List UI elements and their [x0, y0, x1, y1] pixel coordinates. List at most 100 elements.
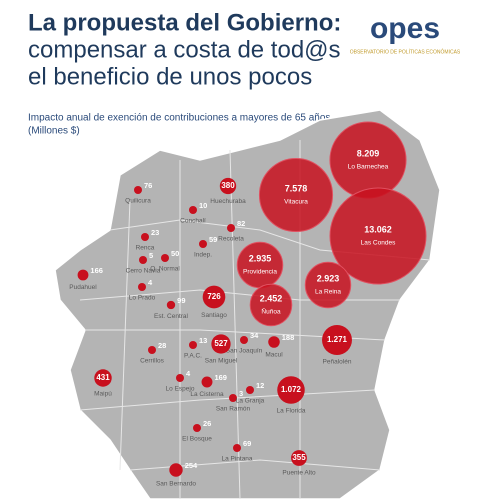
- value-label: 76: [144, 181, 152, 190]
- comuna-name: Puente Alto: [282, 470, 316, 477]
- comuna-name: Recoleta: [218, 236, 244, 243]
- bubble: [141, 233, 149, 241]
- comuna-name: San Ramón: [216, 406, 251, 413]
- value-label: 431: [96, 373, 110, 382]
- value-label: 380: [221, 181, 235, 190]
- comuna-name: La Pintana: [221, 456, 252, 463]
- comuna-name: Cerro Navia: [126, 268, 161, 275]
- value-label: 1.271: [327, 335, 348, 344]
- bubble: [240, 336, 248, 344]
- value-label: 254: [185, 461, 198, 470]
- bubble: [77, 269, 89, 281]
- value-label: 2.923: [317, 273, 340, 283]
- comuna-name: Quilicura: [125, 198, 151, 205]
- comuna-name: Renca: [136, 245, 155, 252]
- bubble: [322, 325, 352, 355]
- value-label: 50: [171, 249, 179, 258]
- bubble: [193, 424, 201, 432]
- comuna-name: San Joaquín: [226, 348, 263, 355]
- bubble: [202, 285, 226, 309]
- subtitle: (Millones $): [28, 126, 80, 137]
- value-label: 99: [177, 296, 185, 305]
- logo: opes: [370, 12, 440, 45]
- bubble: [329, 187, 427, 285]
- title-line: el beneficio de unos pocos: [28, 63, 312, 90]
- bubble: [329, 121, 407, 199]
- comuna-name: Pudahuel: [69, 284, 97, 291]
- value-label: 2.935: [249, 253, 272, 263]
- bubble: [134, 186, 142, 194]
- comuna-name: Indep.: [194, 252, 212, 259]
- comuna-name: San Miguel: [205, 357, 238, 364]
- value-label: 23: [151, 228, 159, 237]
- bubble: [219, 177, 237, 195]
- comuna-name: Q. Normal: [150, 266, 180, 273]
- value-label: 34: [250, 331, 259, 340]
- title-line: compensar a costa de tod@s: [28, 36, 341, 63]
- bubble: [291, 450, 307, 466]
- comuna-name: Ñuñoa: [261, 307, 281, 316]
- value-label: 188: [282, 333, 295, 342]
- comuna-name: Lo Prado: [129, 295, 156, 302]
- value-label: 5: [149, 251, 153, 260]
- bubble: [258, 157, 334, 233]
- bubble: [211, 334, 231, 354]
- value-label: 169: [214, 373, 227, 382]
- bubble: [189, 341, 197, 349]
- value-label: 4: [148, 278, 153, 287]
- subtitle: Impacto anual de exención de contribucio…: [28, 113, 330, 124]
- bubble: [246, 386, 254, 394]
- comuna-name: Las Condes: [361, 240, 396, 247]
- value-label: 2.452: [260, 293, 283, 303]
- comuna-name: Est. Central: [154, 313, 189, 320]
- value-label: 59: [209, 235, 217, 244]
- value-label: 3: [239, 389, 243, 398]
- value-label: 527: [214, 339, 228, 348]
- comuna-name: Lo Barnechea: [348, 164, 389, 171]
- bubble: [176, 374, 184, 382]
- logo-subtitle: OBSERVATORIO DE POLÍTICAS ECONÓMICAS: [350, 48, 461, 55]
- comuna-name: La Reina: [315, 289, 341, 296]
- value-label: 10: [199, 201, 207, 210]
- comuna-name: Providencia: [243, 269, 277, 276]
- bubble: [304, 261, 352, 309]
- value-label: 1.072: [281, 385, 302, 394]
- value-label: 26: [203, 419, 211, 428]
- comuna-name: Vitacura: [284, 199, 308, 206]
- value-label: 82: [237, 219, 245, 228]
- bubble: [138, 283, 146, 291]
- comuna-name: La Florida: [277, 407, 306, 414]
- value-label: 4: [186, 369, 191, 378]
- comuna-name: Cerrillos: [140, 358, 165, 365]
- bubble: [199, 240, 207, 248]
- value-label: 13.062: [364, 224, 392, 234]
- bubble: [249, 283, 293, 327]
- value-label: 355: [292, 453, 306, 462]
- bubble: [94, 369, 112, 387]
- bubble: [148, 346, 156, 354]
- comuna-name: Huechuraba: [210, 198, 246, 205]
- bubble: [233, 444, 241, 452]
- comuna-name: Peñalolén: [323, 359, 352, 366]
- comuna-name: P.A.C.: [184, 353, 202, 360]
- comuna-name: La Cisterna: [190, 391, 224, 398]
- value-label: 7.578: [285, 183, 308, 193]
- comuna-name: Conchalí: [180, 218, 206, 225]
- comuna-name: Maipú: [94, 390, 112, 397]
- bubble: [139, 256, 147, 264]
- bubble: [229, 394, 237, 402]
- value-label: 8.209: [357, 148, 380, 158]
- bubble: [166, 300, 176, 310]
- comuna-name: Santiago: [201, 312, 227, 319]
- comuna-name: Lo Espejo: [166, 386, 195, 393]
- bubble: [169, 463, 183, 477]
- title-line: La propuesta del Gobierno:: [28, 9, 341, 36]
- bubble: [277, 376, 305, 404]
- value-label: 28: [158, 341, 166, 350]
- comuna-name: La Granja: [236, 398, 265, 405]
- value-label: 726: [207, 292, 221, 301]
- comuna-name: El Bosque: [182, 436, 212, 443]
- bubble: [227, 224, 235, 232]
- bubble: [268, 336, 280, 348]
